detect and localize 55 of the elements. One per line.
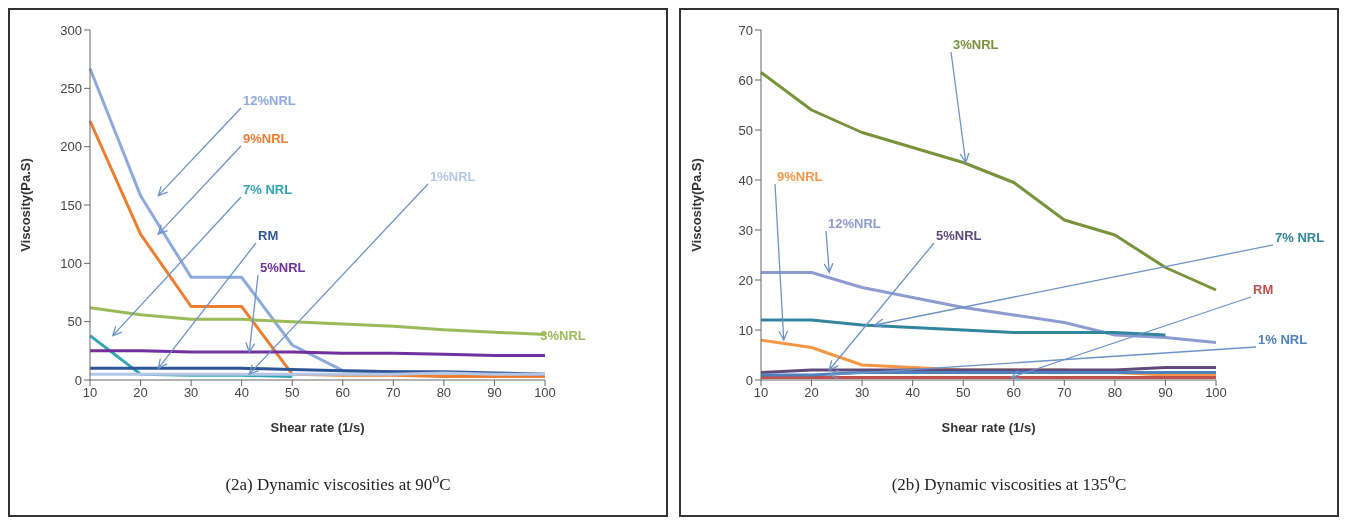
x-tick-label: 60	[335, 385, 351, 401]
x-tick-label: 70	[386, 385, 401, 401]
x-tick-label: 100	[534, 385, 556, 401]
x-tick-label: 30	[854, 385, 870, 401]
x-tick-label: 90	[487, 385, 502, 401]
x-tick-label: 80	[436, 385, 452, 401]
y-tick-label: 50	[738, 122, 753, 138]
x-tick-label: 40	[234, 385, 249, 401]
x-tick-label: 20	[804, 385, 819, 401]
y-tick-label: 150	[60, 197, 82, 213]
y-tick-label: 100	[60, 255, 82, 271]
y-tick-label: 0	[74, 372, 82, 388]
text: RM	[1253, 282, 1274, 297]
text: RM	[258, 228, 279, 243]
x-axis-title: Shear rate (1/s)	[270, 420, 365, 435]
x-tick-label: 10	[753, 385, 769, 401]
text: 12%NRL	[243, 93, 296, 108]
text: 12%NRL	[828, 216, 881, 231]
y-axis-title: Viscosity(Pa.S)	[688, 158, 704, 252]
y-tick-label: 20	[738, 272, 753, 288]
y-tick-label: 0	[745, 372, 753, 388]
x-tick-label: 50	[955, 385, 971, 401]
text: 5%NRL	[936, 228, 982, 243]
y-tick-label: 10	[738, 322, 753, 338]
x-tick-label: 20	[133, 385, 148, 401]
text: 9%NRL	[243, 131, 289, 146]
series-label: 3%NRL	[540, 327, 586, 343]
x-tick-label: 60	[1006, 385, 1022, 401]
y-tick-label: 60	[738, 72, 753, 88]
text: (2b) Dynamic viscosities at 135$^{o}$C	[890, 470, 1128, 495]
x-tick-label: 10	[82, 385, 98, 401]
x-tick-label: 100	[1205, 385, 1227, 401]
x-axis-title: Shear rate (1/s)	[941, 420, 1036, 435]
y-tick-label: 200	[60, 139, 82, 155]
x-tick-label: 80	[1107, 385, 1123, 401]
y-tick-label: 30	[738, 222, 753, 238]
y-tick-label: 250	[60, 80, 82, 96]
x-tick-label: 40	[905, 385, 920, 401]
y-tick-label: 50	[67, 314, 82, 330]
y-axis-title: Viscosity(Pa.S)	[17, 158, 33, 252]
y-tick-label: 40	[738, 172, 753, 188]
x-tick-label: 90	[1158, 385, 1173, 401]
text: 7% NRL	[1275, 230, 1325, 245]
text: (2a) Dynamic viscosities at 90$^{o}$C	[224, 470, 452, 495]
x-tick-label: 30	[183, 385, 199, 401]
text: 1% NRL	[1258, 332, 1308, 347]
text: 5%NRL	[260, 260, 306, 275]
text: 3%NRL	[953, 37, 999, 52]
y-tick-label: 300	[60, 22, 82, 38]
x-tick-label: 50	[284, 385, 300, 401]
x-tick-label: 70	[1057, 385, 1072, 401]
text: 9%NRL	[777, 169, 823, 184]
text: 7% NRL	[243, 182, 293, 197]
y-tick-label: 70	[738, 22, 753, 38]
text: 1%NRL	[430, 169, 476, 184]
